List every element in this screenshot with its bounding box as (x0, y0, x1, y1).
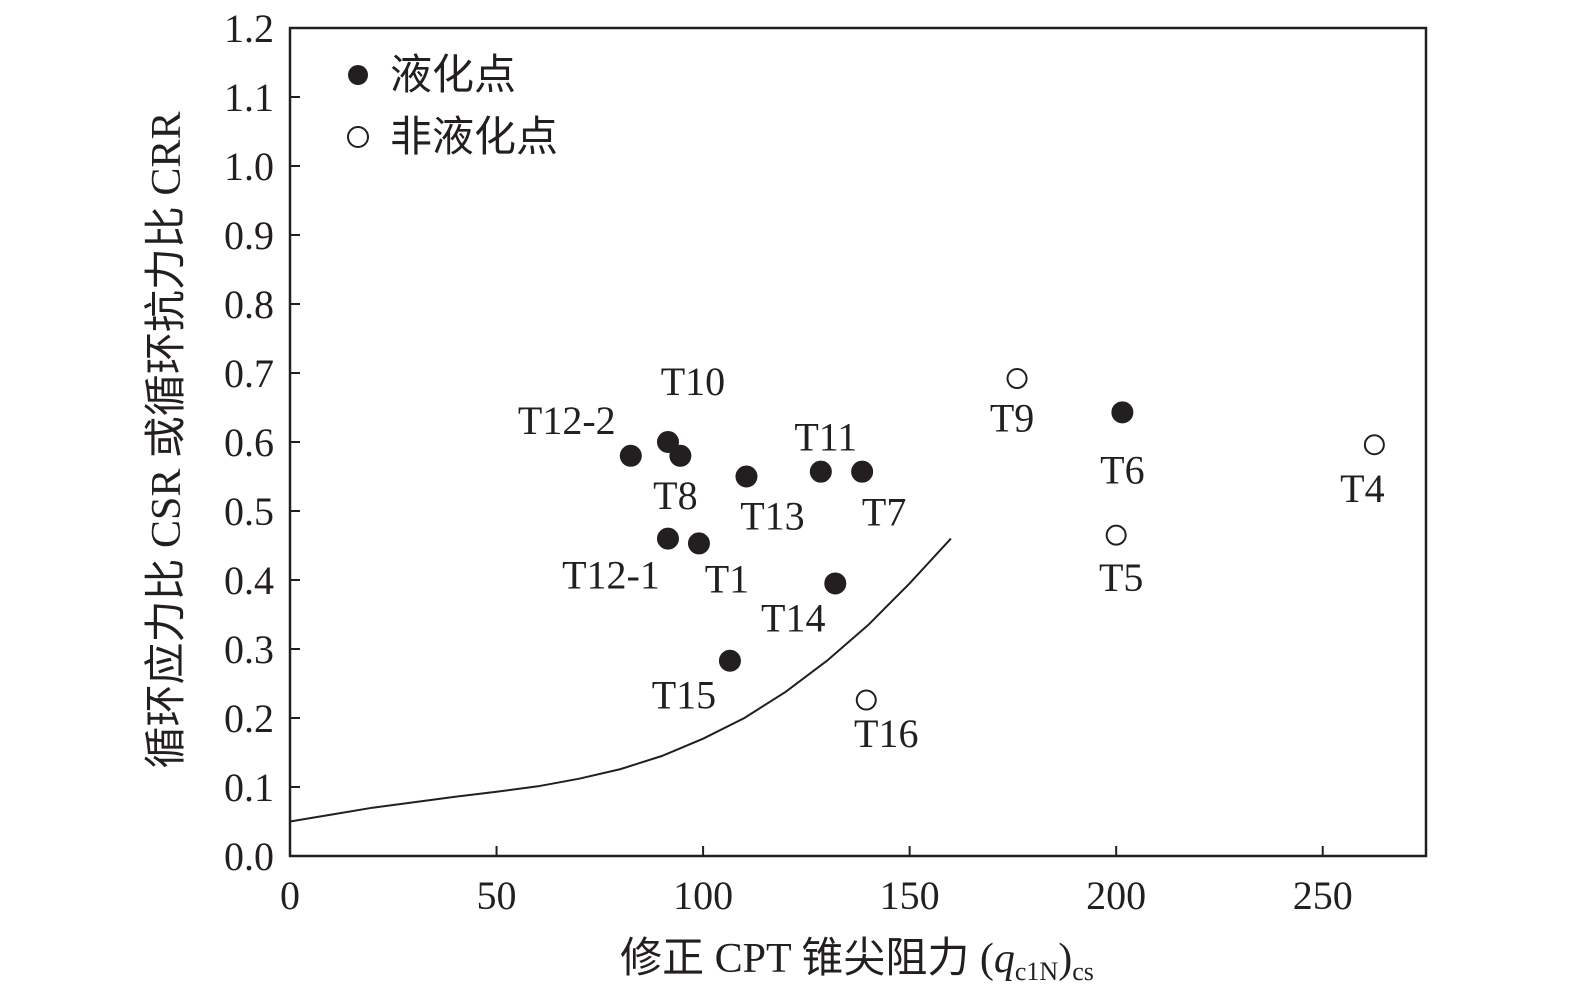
point-label: T13 (740, 494, 804, 539)
non-liquefied-point (1006, 368, 1028, 390)
liquefied-point (809, 460, 832, 483)
y-tick-label: 0.4 (224, 558, 274, 603)
liquefied-point (687, 532, 710, 555)
y-tick-label: 0.2 (224, 696, 274, 741)
liquefied-point (619, 444, 642, 467)
x-axis: 0 50 100 150 200 250 (280, 846, 1353, 918)
legend-label-non-liquefied: 非液化点 (390, 115, 558, 161)
x-axis-title-close: ) (1058, 936, 1072, 982)
legend: 液化点 非液化点 (347, 53, 558, 161)
y-tick-label: 1.1 (224, 75, 274, 120)
y-axis: 0.0 0.1 0.2 0.3 0.4 0.5 0.6 0.7 0.8 0.9 1.0 1.1 1.2 (224, 6, 300, 879)
point-label: T12-2 (518, 398, 616, 443)
y-tick-label: 0.5 (224, 489, 274, 534)
point-label: T8 (653, 473, 697, 518)
x-tick-label: 200 (1086, 873, 1146, 918)
x-axis-title-var-sub: c1N (1015, 957, 1059, 986)
non-liquefied-point (1105, 524, 1127, 546)
point-label: T9 (990, 396, 1034, 441)
point-label: T10 (661, 359, 725, 404)
point-label: T14 (761, 595, 825, 640)
liquefied-point (1111, 401, 1134, 424)
x-axis-title-outer-sub: cs (1072, 957, 1094, 986)
y-tick-label: 0.3 (224, 627, 274, 672)
legend-marker-liquefied (348, 65, 368, 85)
x-tick-label: 100 (673, 873, 733, 918)
x-axis-title: 修正 CPT 锥尖阻力 (qc1N)cs (620, 936, 1094, 986)
x-tick-label: 250 (1293, 873, 1353, 918)
x-tick-label: 0 (280, 873, 300, 918)
point-label: T15 (652, 673, 716, 718)
y-tick-label: 0.8 (224, 282, 274, 327)
legend-label-liquefied: 液化点 (390, 53, 516, 99)
point-label: T16 (854, 711, 918, 756)
point-label: T5 (1099, 555, 1143, 600)
non-liquefied-point (855, 689, 877, 711)
liquefied-point (656, 431, 679, 453)
non-liquefied-point (1363, 434, 1385, 456)
point-label: T11 (794, 415, 857, 460)
point-label: T1 (705, 556, 749, 601)
liquefied-point (718, 649, 741, 672)
x-axis-title-prefix: 修正 CPT 锥尖阻力 ( (620, 936, 994, 982)
y-tick-label: 0.9 (224, 213, 274, 258)
y-tick-label: 0.6 (224, 420, 274, 465)
point-label: T7 (862, 490, 906, 535)
point-label: T12-1 (562, 553, 660, 598)
liquefied-point (851, 460, 874, 483)
x-tick-label: 150 (880, 873, 940, 918)
y-tick-label: 0.1 (224, 765, 274, 810)
x-tick-label: 50 (477, 873, 517, 918)
point-label: T6 (1100, 447, 1144, 492)
point-label: T4 (1340, 466, 1384, 511)
liquefied-point (669, 444, 692, 467)
y-tick-label: 1.0 (224, 144, 274, 189)
y-tick-label: 0.0 (224, 834, 274, 879)
y-axis-title: 循环应力比 CSR 或循环抗力比 CRR (143, 112, 190, 769)
liquefied-point (656, 527, 679, 550)
x-axis-title-var: q (994, 936, 1015, 982)
y-tick-label: 0.7 (224, 351, 274, 396)
liquefied-point (735, 465, 758, 488)
y-tick-label: 1.2 (224, 6, 274, 51)
liquefied-point (824, 572, 847, 595)
boundary-curve (289, 537, 952, 823)
legend-marker-non-liquefied (347, 126, 369, 148)
